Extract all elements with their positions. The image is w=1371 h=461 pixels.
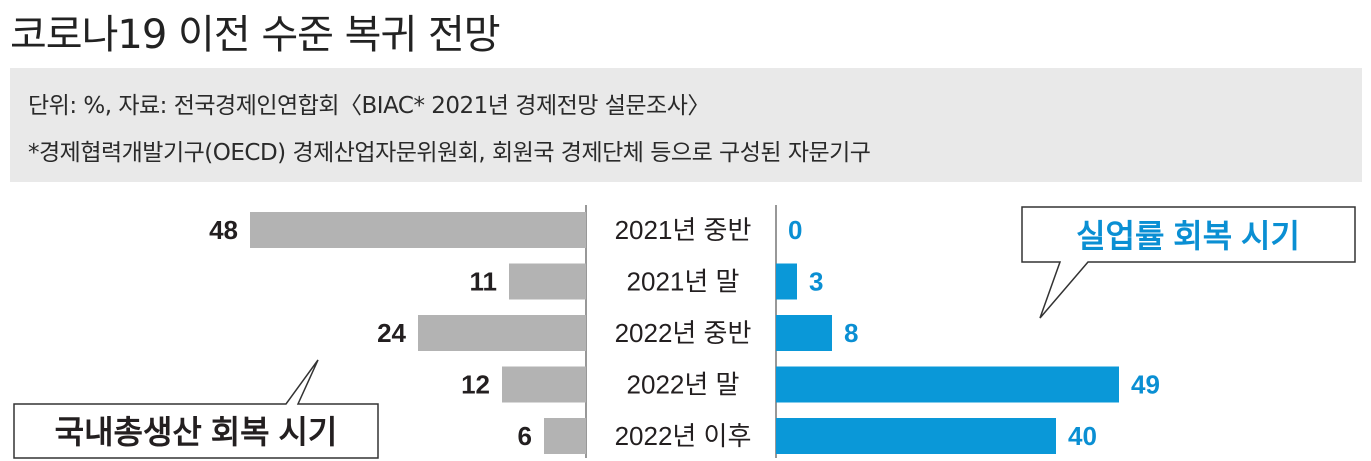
gdp-bar [418, 315, 586, 351]
gdp-bar [509, 263, 586, 300]
gdp-value-label: 48 [209, 215, 238, 245]
unemployment-value-label: 49 [1131, 370, 1160, 400]
unemployment-value-label: 8 [844, 318, 858, 348]
source-note-line-2: *경제협력개발기구(OECD) 경제산업자문위원회, 회원국 경제단체 등으로 … [28, 140, 871, 166]
chart-title: 코로나19 이전 수준 복귀 전망 [10, 12, 501, 58]
gdp-callout-box [13, 359, 379, 459]
unemployment-bar [776, 418, 1056, 454]
category-label: 2022년 중반 [615, 318, 752, 348]
gdp-value-label: 11 [470, 267, 498, 297]
unemployment-value-label: 3 [809, 267, 823, 297]
unemployment-callout-box [1021, 206, 1356, 319]
source-note-box [10, 68, 1362, 182]
unemployment-value-label: 0 [788, 215, 802, 245]
gdp-bar [502, 366, 586, 403]
unemployment-value-label: 40 [1068, 421, 1097, 451]
gdp-value-label: 24 [377, 318, 406, 348]
unemployment-callout-label: 실업률 회복 시기 [1076, 218, 1300, 254]
gdp-bar [544, 418, 586, 454]
unemployment-bar [776, 315, 832, 351]
category-label: 2022년 말 [627, 370, 740, 400]
category-label: 2021년 중반 [615, 215, 752, 245]
gdp-value-label: 6 [518, 421, 532, 451]
source-note-line-1: 단위: %, 자료: 전국경제인연합회〈BIAC* 2021년 경제전망 설문조… [28, 93, 710, 119]
unemployment-bar [776, 366, 1119, 403]
gdp-bar [250, 212, 586, 248]
category-label: 2022년 이후 [615, 421, 752, 451]
gdp-value-label: 12 [461, 370, 490, 400]
unemployment-bar [776, 263, 797, 300]
category-label: 2021년 말 [627, 267, 740, 297]
gdp-callout-label: 국내총생산 회복 시기 [55, 414, 338, 450]
